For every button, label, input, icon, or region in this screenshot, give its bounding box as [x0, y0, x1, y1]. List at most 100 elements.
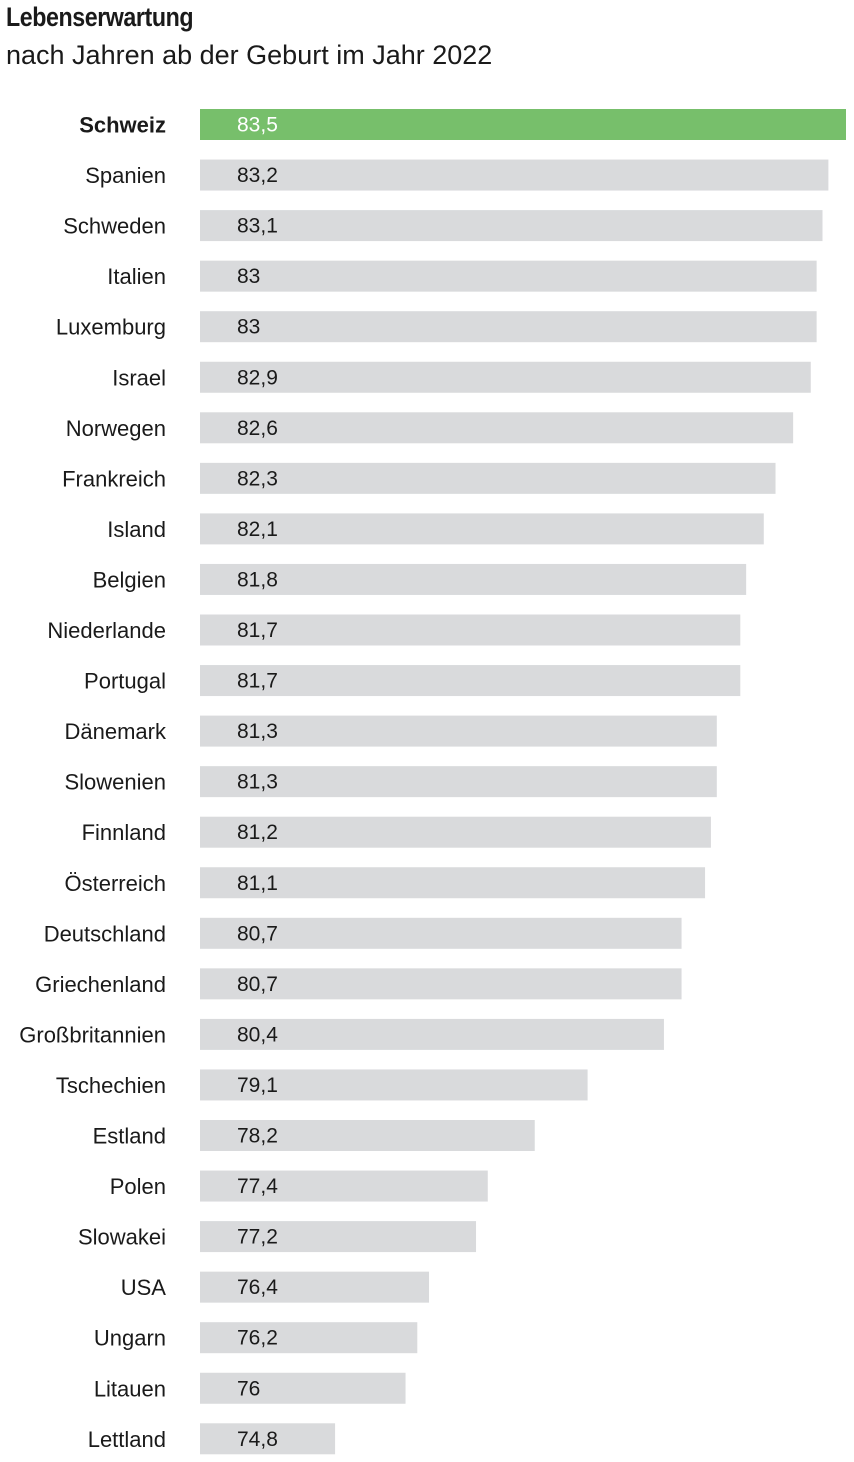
value-label: 82,3: [237, 467, 278, 490]
category-label: Island: [107, 517, 166, 542]
value-label: 78,2: [237, 1125, 278, 1148]
bar-row: Deutschland 80,7: [44, 917, 682, 949]
bar: [200, 614, 741, 646]
bar: [200, 563, 747, 595]
bar: [200, 513, 764, 545]
value-label: 81,7: [237, 670, 278, 693]
value-label: 76: [237, 1377, 260, 1400]
bar-highlight: [200, 109, 846, 140]
bar-row: Luxemburg 83: [56, 311, 817, 343]
category-label: Portugal: [84, 669, 166, 694]
bar: [200, 412, 794, 444]
bar: [200, 715, 717, 747]
value-label: 83,1: [237, 215, 278, 238]
chart-title: Lebenserwartung: [6, 2, 194, 32]
category-label: Finnland: [82, 820, 166, 845]
bar: [200, 1018, 664, 1050]
value-label: 80,7: [237, 922, 278, 945]
bar-row: Niederlande 81,7: [47, 614, 741, 646]
bar-row: Lettland 74,8: [88, 1423, 336, 1455]
bar: [200, 361, 811, 393]
category-label: Luxemburg: [56, 315, 166, 340]
value-label: 81,2: [237, 821, 278, 844]
category-label: Slowenien: [64, 770, 166, 795]
value-label: 74,8: [237, 1428, 278, 1451]
bar: [200, 1069, 588, 1101]
bar-row: Belgien 81,8: [93, 563, 747, 595]
value-label: 83: [237, 316, 260, 339]
bar: [200, 1322, 418, 1354]
category-label: Belgien: [93, 567, 166, 592]
category-label: Großbritannien: [19, 1022, 166, 1047]
bar-row: Österreich 81,1: [65, 867, 706, 899]
category-label: Griechenland: [35, 972, 166, 997]
bar-row: Ungarn 76,2: [94, 1322, 418, 1354]
bar: [200, 665, 741, 697]
bar-row: Schweden 83,1: [63, 210, 823, 242]
chart-subtitle: nach Jahren ab der Geburt im Jahr 2022: [6, 40, 493, 70]
category-label: Österreich: [65, 871, 166, 896]
bar: [200, 1271, 430, 1303]
bar: [200, 867, 706, 899]
bar-row: Italien 83: [107, 260, 817, 292]
bar-row: Estland 78,2: [93, 1120, 535, 1151]
value-label: 77,4: [237, 1175, 278, 1198]
value-label: 76,2: [237, 1327, 278, 1350]
value-label: 76,4: [237, 1276, 278, 1299]
category-label: Lettland: [88, 1427, 166, 1452]
value-label: 82,9: [237, 366, 278, 389]
bar-row: Dänemark 81,3: [65, 715, 717, 747]
category-label: USA: [121, 1275, 167, 1300]
bar-row: Israel 82,9: [112, 361, 811, 393]
category-label: Ungarn: [94, 1326, 166, 1351]
bar-row: Slowakei 77,2: [78, 1221, 477, 1253]
value-label: 80,7: [237, 973, 278, 996]
value-label: 77,2: [237, 1226, 278, 1249]
value-label: 82,6: [237, 417, 278, 440]
bar: [200, 917, 682, 949]
category-label: Deutschland: [44, 921, 166, 946]
bar: [200, 816, 711, 848]
bar: [200, 968, 682, 1000]
value-label: 83,5: [237, 114, 278, 137]
bar: [200, 260, 817, 292]
category-label: Dänemark: [65, 719, 167, 744]
value-label: 81,7: [237, 619, 278, 642]
category-label: Schweiz: [79, 113, 166, 138]
value-label: 81,1: [237, 872, 278, 895]
category-label: Spanien: [85, 163, 166, 188]
category-label: Israel: [112, 365, 166, 390]
category-label: Italien: [107, 264, 166, 289]
bar: [200, 1170, 488, 1202]
bar-row: Schweiz 83,5: [79, 109, 846, 140]
bar-row: Portugal 81,7: [84, 665, 741, 697]
bar-row: Finnland 81,2: [82, 816, 711, 848]
bar: [200, 1120, 535, 1151]
value-label: 83: [237, 265, 260, 288]
bar-row: Polen 77,4: [110, 1170, 488, 1202]
category-label: Niederlande: [47, 618, 166, 643]
bar: [200, 1372, 406, 1404]
value-label: 81,3: [237, 771, 278, 794]
category-label: Schweden: [63, 214, 166, 239]
category-label: Frankreich: [62, 466, 166, 491]
bar: [200, 462, 776, 494]
bar: [200, 159, 829, 191]
value-label: 80,4: [237, 1023, 278, 1046]
bar-row: USA 76,4: [121, 1271, 430, 1303]
category-label: Litauen: [94, 1376, 166, 1401]
bar: [200, 210, 823, 242]
bar: [200, 311, 817, 343]
value-label: 81,8: [237, 568, 278, 591]
bar-row: Litauen 76: [94, 1372, 406, 1404]
bar-row: Griechenland 80,7: [35, 968, 682, 1000]
bar-row: Großbritannien 80,4: [19, 1018, 664, 1050]
category-label: Norwegen: [66, 416, 166, 441]
bar: [200, 1423, 336, 1455]
bar-row: Island 82,1: [107, 513, 764, 545]
category-label: Tschechien: [56, 1073, 166, 1098]
category-label: Polen: [110, 1174, 166, 1199]
value-label: 79,1: [237, 1074, 278, 1097]
category-label: Slowakei: [78, 1225, 166, 1250]
